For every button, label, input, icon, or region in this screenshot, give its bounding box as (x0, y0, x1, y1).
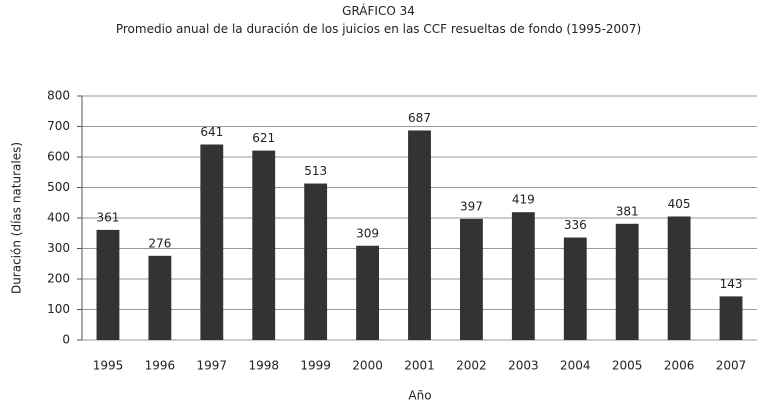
bar (667, 216, 691, 340)
bar (615, 223, 639, 340)
data-label: 361 (97, 210, 120, 224)
bar (96, 229, 120, 340)
data-label: 397 (460, 199, 483, 213)
y-tick-label: 300 (47, 241, 70, 255)
x-tick-label: 1998 (248, 359, 279, 373)
x-tick-label: 2002 (456, 359, 487, 373)
x-tick-label: 2003 (508, 359, 539, 373)
bar (460, 218, 483, 340)
data-label: 687 (408, 111, 431, 125)
y-tick-label: 100 (47, 302, 70, 316)
bar (252, 150, 276, 340)
x-tick-label: 1997 (197, 359, 228, 373)
y-tick-label: 400 (47, 211, 70, 225)
data-label: 621 (252, 131, 275, 145)
data-label: 405 (668, 197, 691, 211)
data-label: 513 (304, 164, 327, 178)
bar (200, 144, 224, 340)
y-tick-label: 500 (47, 180, 70, 194)
x-tick-label: 2005 (612, 359, 643, 373)
x-tick-label: 1996 (145, 359, 176, 373)
data-label: 143 (720, 277, 743, 291)
bar (356, 245, 379, 340)
header: GRÁFICO 34 Promedio anual de la duración… (0, 4, 757, 37)
bar (719, 296, 743, 340)
y-tick-label: 800 (47, 89, 70, 103)
y-tick-label: 600 (47, 150, 70, 164)
y-tick-label: 700 (47, 119, 70, 133)
x-tick-label: 2001 (404, 359, 435, 373)
data-label: 641 (200, 125, 223, 139)
chart-subtitle: Promedio anual de la duración de los jui… (115, 22, 642, 36)
bar (511, 212, 535, 340)
x-tick-label: 2007 (716, 359, 747, 373)
data-label: 419 (512, 193, 535, 207)
bar (563, 237, 587, 340)
data-label: 336 (564, 218, 587, 232)
y-axis-label: Duración (días naturales) (10, 142, 24, 294)
x-tick-label: 1999 (300, 359, 331, 373)
bar (408, 130, 431, 340)
data-label: 276 (148, 236, 171, 250)
x-tick-label: 1995 (93, 359, 124, 373)
x-axis-label: Año (408, 389, 431, 403)
data-label: 309 (356, 226, 379, 240)
x-tick-label: 2000 (352, 359, 383, 373)
y-tick-label: 200 (47, 272, 70, 286)
x-tick-label: 2004 (560, 359, 591, 373)
x-tick-label: 2006 (664, 359, 695, 373)
bar (148, 255, 172, 340)
y-tick-label: 0 (62, 333, 70, 347)
chart-title: GRÁFICO 34 (342, 4, 415, 18)
data-label: 381 (616, 204, 639, 218)
bar (304, 183, 328, 340)
